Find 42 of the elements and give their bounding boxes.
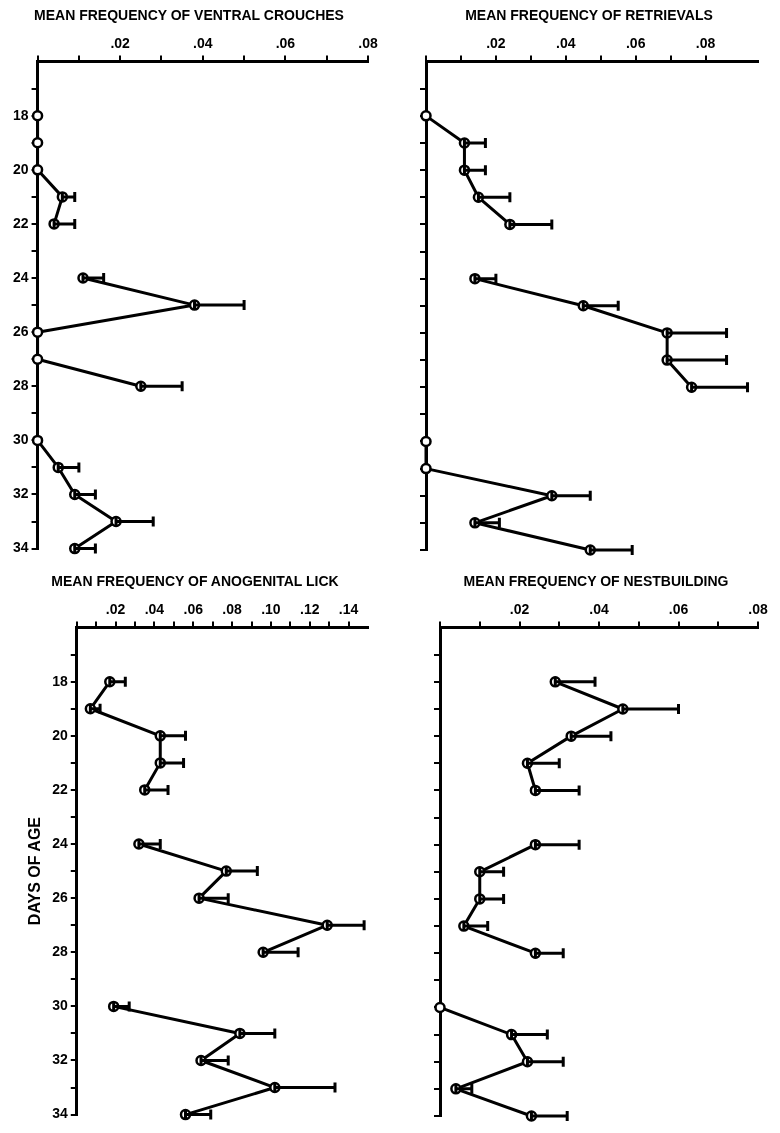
x-tick-label: .10 — [261, 601, 281, 618]
chart-title: MEAN FREQUENCY OF NESTBUILDING — [463, 573, 729, 590]
x-tick-label: .04 — [589, 601, 609, 618]
x-tick-label: .02 — [509, 601, 530, 618]
chart-title: MEAN FREQUENCY OF VENTRAL CROUCHES — [34, 7, 344, 24]
x-tick-label: .14 — [338, 601, 359, 618]
y-tick-label: 20 — [52, 726, 68, 743]
x-tick-label: .04 — [193, 35, 213, 52]
y-tick-label: 22 — [52, 780, 68, 797]
chart-title: MEAN FREQUENCY OF ANOGENITAL LICK — [51, 573, 339, 590]
y-tick-label: 28 — [52, 943, 68, 960]
y-tick-label: 18 — [52, 672, 68, 689]
y-tick-label: 26 — [12, 323, 29, 340]
x-tick-label: .08 — [748, 601, 768, 618]
x-tick-label: .06 — [625, 35, 646, 52]
x-tick-label: .02 — [110, 35, 131, 52]
chart-title: MEAN FREQUENCY OF RETRIEVALS — [465, 7, 713, 24]
x-tick-label: .08 — [222, 601, 243, 618]
y-tick-label: 32 — [52, 1051, 68, 1068]
y-tick-label: 22 — [12, 214, 29, 231]
x-tick-label: .02 — [105, 601, 126, 618]
y-tick-label: 24 — [12, 268, 29, 285]
y-tick-label: 34 — [52, 1105, 68, 1122]
y-tick-label: 28 — [12, 377, 29, 394]
x-tick-label: .02 — [486, 35, 506, 52]
x-tick-label: .04 — [556, 35, 576, 52]
y-tick-label: 34 — [12, 539, 29, 556]
y-tick-label: 26 — [52, 889, 68, 906]
y-tick-label: 18 — [12, 106, 29, 123]
y-axis-title: DAYS OF AGE — [26, 816, 44, 926]
x-tick-label: .06 — [668, 601, 689, 618]
x-tick-label: .08 — [695, 35, 716, 52]
y-tick-label: 30 — [52, 997, 68, 1014]
y-tick-label: 20 — [12, 160, 29, 177]
x-tick-label: .06 — [183, 601, 204, 618]
y-tick-label: 32 — [12, 485, 29, 502]
x-tick-label: .06 — [275, 35, 296, 52]
x-tick-label: .12 — [300, 601, 320, 618]
x-tick-label: .08 — [358, 35, 378, 52]
y-tick-label: 24 — [52, 834, 68, 851]
x-tick-label: .04 — [144, 601, 165, 618]
y-tick-label: 30 — [12, 431, 29, 448]
